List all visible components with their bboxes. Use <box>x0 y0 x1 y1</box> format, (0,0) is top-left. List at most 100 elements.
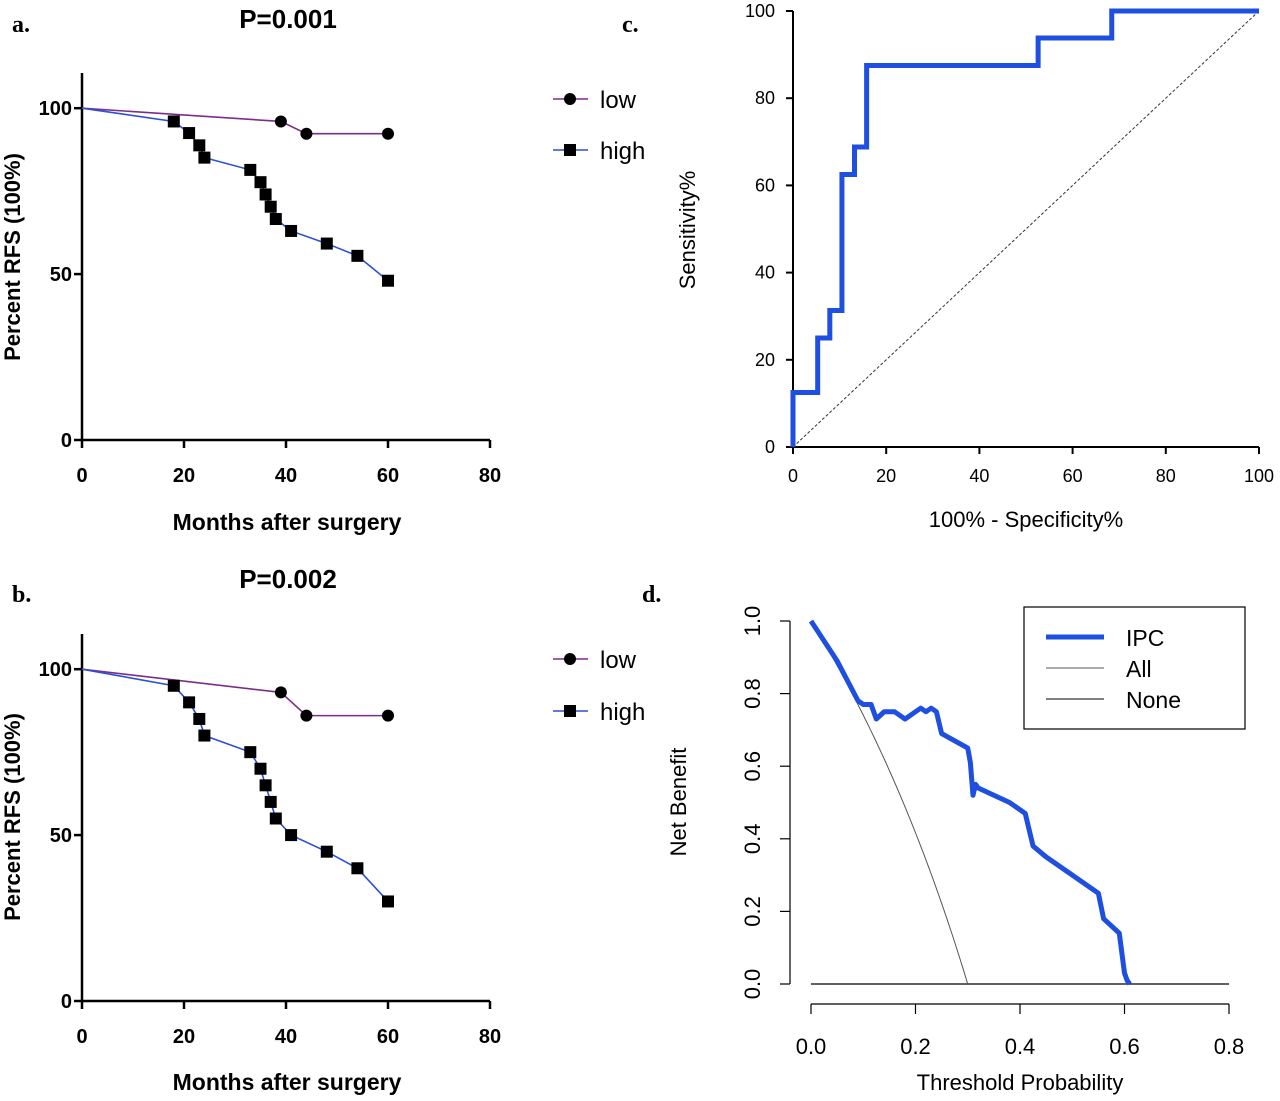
y-tick-label: 0 <box>61 430 72 452</box>
legend-marker-high-a <box>564 144 576 156</box>
panel-a: a. P=0.001 Months after surgery Percent … <box>0 4 645 535</box>
data-point-high <box>259 779 272 792</box>
legend-label-all: All <box>1126 656 1152 682</box>
data-point-high <box>382 274 394 287</box>
panel-d: d. Threshold Probability Net Benefit 0.0… <box>642 582 1246 1095</box>
legend-marker-low-a <box>564 93 576 105</box>
y-tick-label: 20 <box>755 350 775 370</box>
y-axis-label-d: Net Benefit <box>666 748 691 857</box>
x-axis-label-d: Threshold Probability <box>917 1070 1124 1095</box>
data-point-low <box>274 115 287 128</box>
x-tick-label: 100 <box>1244 466 1274 486</box>
axes-b: 0 20 40 60 80 0 50 100 <box>39 634 501 1048</box>
reference-diagonal-line <box>792 10 1260 448</box>
data-point-high <box>254 762 267 775</box>
x-tick-label: 0 <box>76 465 87 487</box>
legend-label-ipc: IPC <box>1126 625 1164 651</box>
axes-d: 0.0 0.2 0.4 0.6 0.8 0.0 0.2 0.4 0.6 0.8 1.0 <box>740 606 1244 1059</box>
y-tick-label: 0.0 <box>740 969 765 1000</box>
legend-label-low-b: low <box>600 647 637 674</box>
y-tick-label: 0 <box>765 437 775 457</box>
data-point-high <box>254 176 267 189</box>
data-point-high <box>244 746 257 759</box>
data-point-high <box>285 224 298 237</box>
y-tick-label: 0.2 <box>740 896 765 927</box>
axes-a: 0 20 40 60 80 0 50 100 <box>39 73 501 487</box>
roc-curve-line <box>790 8 1259 447</box>
y-tick-label: 100 <box>39 98 72 120</box>
x-tick-label: 40 <box>969 466 989 486</box>
data-point-low <box>300 127 313 140</box>
data-point-high <box>320 237 333 250</box>
x-tick-label: 40 <box>275 465 297 487</box>
legend-a: low high <box>553 87 645 165</box>
axes-c: 0 20 40 60 80 100 0 20 40 60 80 100 <box>745 1 1274 486</box>
data-point-low <box>300 709 313 722</box>
data-point-high <box>285 829 298 842</box>
data-point-high <box>264 795 277 808</box>
series-line-low <box>81 668 388 717</box>
panel-label-a: a. <box>12 12 30 38</box>
data-point-high <box>320 845 333 858</box>
y-tick-label: 50 <box>50 264 72 286</box>
x-tick-label: 20 <box>173 1026 195 1048</box>
y-tick-label: 0 <box>61 991 72 1013</box>
x-axis-label-b: Months after surgery <box>173 1069 402 1095</box>
x-tick-label: 80 <box>479 465 501 487</box>
x-tick-label: 0.2 <box>900 1034 931 1059</box>
x-tick-label: 0.6 <box>1109 1034 1140 1059</box>
panel-label-d: d. <box>642 582 661 608</box>
x-tick-label: 0.4 <box>1005 1034 1036 1059</box>
panel-c: c. 100% - Specificity% Sensitivity% 0 20 4… <box>622 1 1274 532</box>
x-tick-label: 40 <box>275 1026 297 1048</box>
legend-label-low-a: low <box>600 87 637 114</box>
y-tick-label: 0.4 <box>740 824 765 855</box>
x-tick-label: 20 <box>876 466 896 486</box>
plot-area-c <box>790 8 1260 448</box>
y-tick-label: 100 <box>745 1 775 21</box>
plot-area-d <box>808 619 1229 986</box>
legend-b: low high <box>553 647 645 726</box>
series-line-high <box>81 668 389 902</box>
data-point-high <box>193 712 206 725</box>
chart-title-a: P=0.001 <box>239 4 337 34</box>
data-point-high <box>351 249 364 262</box>
panel-label-b: b. <box>12 582 31 608</box>
x-tick-label: 60 <box>377 1026 399 1048</box>
data-point-high <box>269 812 282 825</box>
all-line <box>810 620 969 985</box>
legend-marker-low-b <box>564 653 576 665</box>
y-axis-label-a: Percent RFS (100%) <box>0 153 25 361</box>
x-tick-label: 0.8 <box>1214 1034 1245 1059</box>
y-tick-label: 40 <box>755 263 775 283</box>
y-tick-label: 0.6 <box>740 751 765 782</box>
data-point-low <box>382 709 394 722</box>
y-tick-label: 80 <box>755 88 775 108</box>
legend-label-none: None <box>1126 687 1181 713</box>
panel-b: b. P=0.002 Months after surgery Percent … <box>0 564 645 1095</box>
data-point-high <box>269 213 282 226</box>
x-axis-label-a: Months after surgery <box>173 509 402 535</box>
data-point-low <box>274 686 287 699</box>
y-tick-label: 100 <box>39 659 72 681</box>
data-point-high <box>259 188 272 201</box>
ipc-line <box>808 619 1132 986</box>
data-point-high <box>183 696 196 709</box>
legend-d: IPC All None <box>1023 606 1246 730</box>
y-tick-label: 60 <box>755 175 775 195</box>
y-axis-label-c: Sensitivity% <box>675 171 700 290</box>
data-point-high <box>244 163 257 176</box>
x-tick-label: 0.0 <box>796 1034 827 1059</box>
x-tick-label: 0 <box>788 466 798 486</box>
data-point-high <box>198 729 211 742</box>
data-point-high <box>198 151 211 164</box>
panel-label-c: c. <box>622 12 639 38</box>
x-axis-label-c: 100% - Specificity% <box>929 507 1123 532</box>
x-tick-label: 20 <box>173 465 195 487</box>
data-point-high <box>264 200 277 213</box>
x-tick-label: 60 <box>377 465 399 487</box>
plot-area-a <box>81 107 394 287</box>
y-tick-label: 1.0 <box>740 606 765 637</box>
series-line-low <box>81 107 388 135</box>
legend-label-high-a: high <box>600 138 645 165</box>
